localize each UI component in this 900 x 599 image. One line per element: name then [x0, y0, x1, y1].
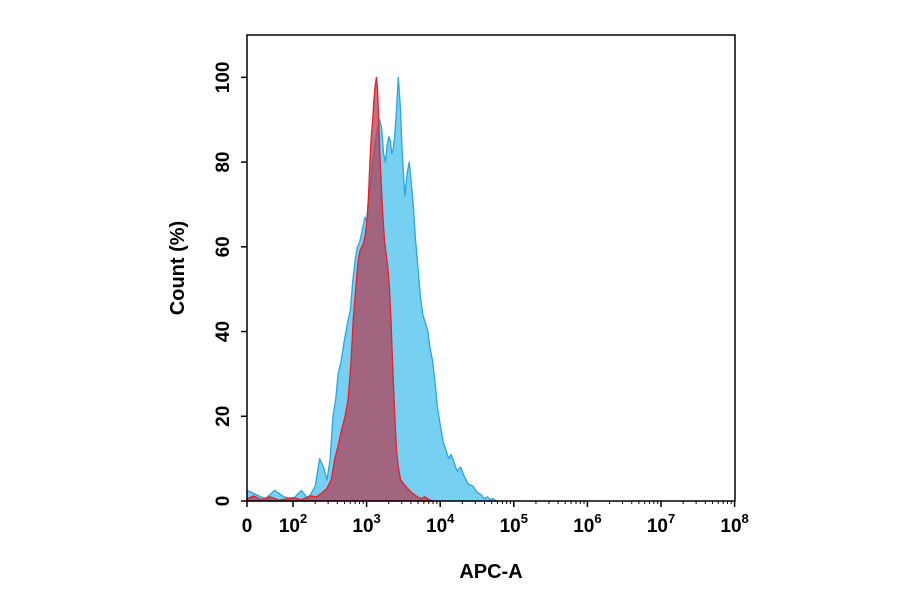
y-tick-label: 40: [213, 321, 234, 342]
x-tick-label: 103: [352, 511, 380, 537]
y-axis-label: Count (%): [167, 221, 189, 315]
series-layer: [246, 76, 498, 502]
y-tick-label: 0: [213, 496, 234, 507]
histogram-series-2: [246, 76, 434, 502]
y-tick-label: 20: [213, 406, 234, 427]
x-tick-exponent: 4: [447, 511, 455, 526]
x-tick-exponent: 3: [374, 511, 381, 526]
y-axis: 0 20 40 60 80 100: [213, 62, 247, 507]
x-tick-exponent: 5: [521, 511, 528, 526]
x-tick-exponent: 2: [300, 511, 307, 526]
y-tick-label: 100: [213, 62, 234, 94]
x-axis: 0 102 103 104 105 106 107 108: [242, 501, 749, 537]
y-tick-label: 60: [213, 236, 234, 257]
x-tick-label: 102: [279, 511, 307, 537]
y-tick-label: 80: [213, 152, 234, 173]
x-tick-exponent: 6: [594, 511, 601, 526]
x-tick-exponent: 7: [668, 511, 675, 526]
x-tick-label: 108: [720, 511, 748, 537]
x-tick-label: 105: [500, 511, 528, 537]
plot-frame: [246, 34, 736, 502]
x-tick-label: 106: [573, 511, 601, 537]
x-tick-exponent: 8: [742, 511, 749, 526]
x-axis-label: APC-A: [459, 561, 522, 583]
x-tick-label: 107: [647, 511, 675, 537]
x-tick-label: 104: [426, 511, 455, 537]
x-tick-label: 0: [242, 516, 253, 537]
